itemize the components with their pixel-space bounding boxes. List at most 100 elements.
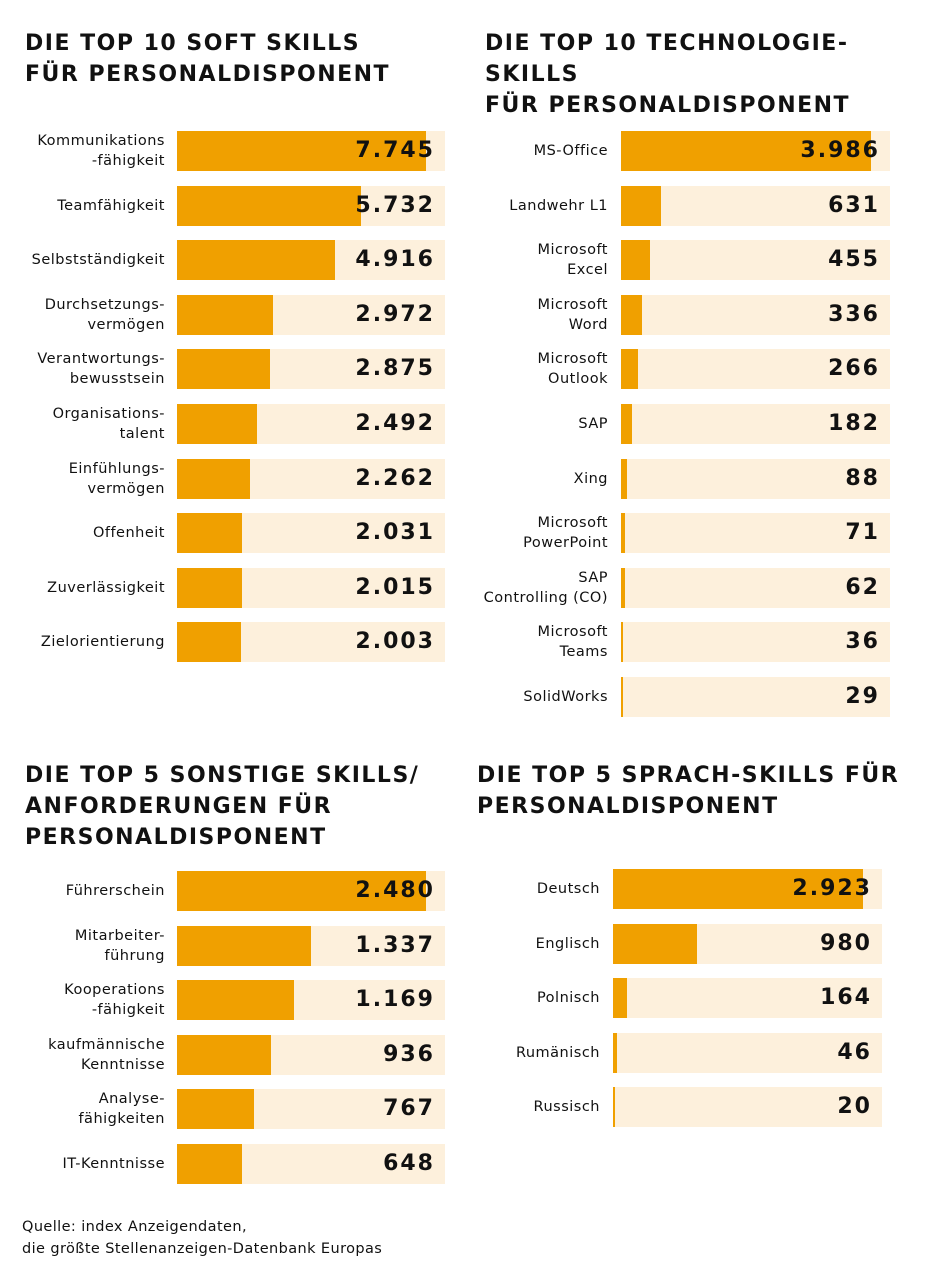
value-label: 648 (383, 1151, 435, 1176)
bar-track: 88 (621, 458, 890, 499)
bar-track: 46 (613, 1032, 882, 1073)
bar-track: 2.031 (177, 513, 445, 554)
bar (621, 185, 661, 226)
category-label: Selbstständigkeit (31, 252, 165, 269)
category-label: Microsoft Excel (537, 242, 608, 279)
category-label: Analyse- fähigkeiten (78, 1091, 165, 1128)
bar-track: 36 (621, 622, 890, 663)
value-label: 1.169 (355, 987, 435, 1013)
value-label: 336 (828, 301, 880, 327)
category-label: MS-Office (533, 143, 608, 159)
value-label: 2.923 (792, 876, 872, 901)
bar-track: 182 (621, 404, 890, 444)
bar-track: 1.169 (177, 980, 445, 1021)
category-label: kaufmännische Kenntnisse (48, 1036, 165, 1073)
bar (177, 404, 258, 444)
category-label: Kooperations -fähigkeit (64, 982, 165, 1019)
bar-track: 3.986 (621, 131, 890, 171)
category-label: Führerschein (65, 883, 165, 899)
category-label: SAP Controlling (CO) (483, 569, 608, 606)
value-label: 455 (828, 247, 880, 273)
value-label: 767 (383, 1096, 435, 1122)
category-label: Zuverlässigkeit (47, 579, 165, 596)
bar (613, 869, 864, 909)
value-label: 2.480 (355, 878, 435, 903)
bar (613, 923, 697, 964)
value-label: 980 (820, 930, 872, 956)
bar-track: 5.732 (177, 185, 445, 226)
bar-track: 648 (177, 1144, 445, 1184)
bar (621, 131, 872, 171)
bar-track: 767 (177, 1089, 445, 1130)
bar-track: 455 (621, 240, 890, 281)
category-label: Durchsetzungs- vermögen (44, 296, 165, 333)
value-label: 182 (828, 411, 880, 436)
bar-track: 164 (613, 978, 882, 1018)
bar (621, 677, 623, 717)
bar-track: 266 (621, 349, 890, 390)
category-label: Teamfähigkeit (57, 197, 165, 214)
source-note: Quelle: index Anzeigendaten, die größte … (22, 1219, 383, 1257)
bar-track: 980 (613, 923, 882, 964)
bar-track: 4.916 (177, 240, 445, 281)
bar (613, 978, 628, 1018)
bar-track: 71 (621, 513, 890, 554)
bar-track: 2.492 (177, 404, 445, 444)
bar (613, 1087, 615, 1127)
bar-track: 2.262 (177, 458, 445, 499)
bar (177, 925, 312, 966)
chart-title: DIE TOP 10 TECHNOLOGIE-SKILLS FÜR PERSON… (485, 31, 851, 118)
bar (621, 513, 626, 554)
bar-track: 2.875 (177, 349, 445, 390)
category-label: Einfühlungs- vermögen (68, 460, 165, 497)
bar-track: 936 (177, 1034, 445, 1075)
value-label: 36 (845, 629, 880, 655)
bar-track: 336 (621, 294, 890, 335)
category-label: Mitarbeiter- führung (74, 927, 165, 964)
category-label: Englisch (535, 935, 600, 952)
value-label: 2.875 (355, 356, 435, 382)
bar-track: 29 (621, 677, 890, 717)
category-label: SolidWorks (523, 689, 608, 705)
bar (177, 240, 336, 281)
category-label: IT-Kenntnisse (62, 1156, 165, 1172)
value-label: 2.492 (355, 411, 435, 436)
bar (177, 131, 427, 171)
value-label: 62 (845, 574, 880, 600)
bar (177, 458, 250, 499)
bar (621, 567, 625, 608)
value-label: 2.262 (355, 465, 435, 491)
value-label: 3.986 (800, 138, 880, 163)
category-label: Polnisch (536, 990, 600, 1006)
category-label: Russisch (533, 1099, 600, 1115)
value-label: 936 (383, 1041, 435, 1067)
bar (177, 513, 243, 554)
category-label: Landwehr L1 (509, 197, 608, 214)
value-label: 1.337 (355, 932, 435, 958)
bar (177, 294, 273, 335)
value-label: 4.916 (355, 247, 435, 273)
value-label: 5.732 (355, 192, 435, 218)
bar-track: 2.480 (177, 871, 445, 911)
bar (621, 240, 650, 281)
value-label: 2.015 (355, 574, 435, 600)
category-label: Kommunikations -fähigkeit (37, 133, 165, 169)
category-label: Microsoft Outlook (537, 351, 608, 388)
bar-track: 7.745 (177, 131, 445, 171)
value-label: 71 (845, 520, 880, 546)
category-label: Deutsch (536, 881, 600, 897)
bar (177, 1089, 255, 1130)
bar (177, 980, 295, 1021)
category-label: Microsoft Teams (537, 624, 608, 661)
category-label: Offenheit (92, 525, 165, 542)
category-label: Microsoft Word (537, 296, 608, 333)
value-label: 631 (828, 192, 880, 218)
bar-track: 631 (621, 185, 890, 226)
bar (177, 1144, 243, 1184)
bar (177, 622, 242, 663)
bar (621, 349, 638, 390)
value-label: 2.031 (355, 520, 435, 546)
bar (177, 871, 427, 911)
value-label: 7.745 (355, 138, 435, 163)
